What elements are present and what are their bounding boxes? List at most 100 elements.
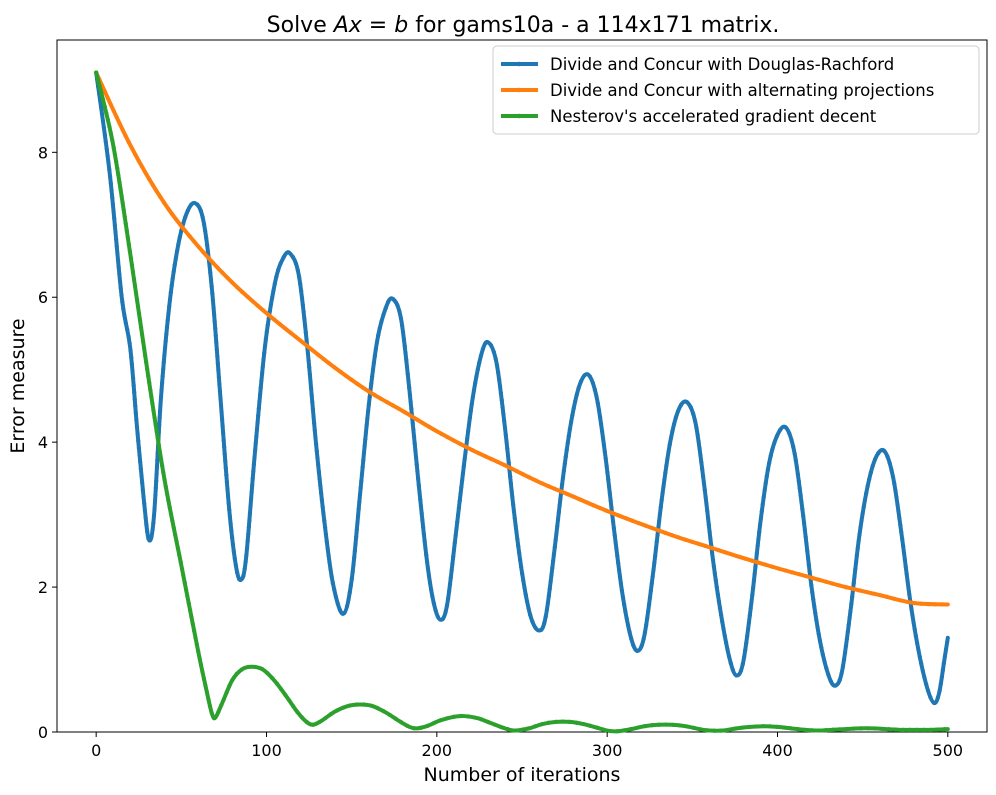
- series-marker: [341, 705, 346, 710]
- series-marker: [596, 408, 602, 413]
- series-marker: [524, 599, 530, 604]
- series-marker: [852, 574, 857, 579]
- series-marker: [150, 182, 155, 188]
- series-marker: [363, 437, 368, 442]
- series-marker: [730, 667, 735, 672]
- series-marker: [106, 160, 111, 165]
- series-marker: [133, 404, 138, 409]
- series-marker: [422, 539, 427, 544]
- series-marker: [841, 657, 847, 662]
- series-marker: [839, 671, 844, 676]
- series-marker: [200, 215, 205, 220]
- series-marker: [171, 525, 176, 530]
- series-marker: [165, 318, 170, 323]
- series-marker: [898, 523, 903, 528]
- series-marker: [745, 634, 750, 639]
- series-marker: [137, 318, 143, 323]
- series-marker: [772, 440, 777, 445]
- series-marker: [884, 594, 890, 600]
- series-marker: [657, 519, 662, 524]
- series-marker: [639, 643, 644, 648]
- series-marker: [846, 622, 851, 628]
- series-marker: [240, 290, 245, 295]
- series-marker: [118, 286, 123, 291]
- series-marker: [391, 297, 396, 302]
- series-marker: [108, 174, 113, 179]
- series-marker: [142, 501, 147, 506]
- series-marker: [939, 674, 945, 680]
- series-marker: [559, 489, 564, 494]
- series-marker: [941, 661, 946, 666]
- series-marker: [945, 640, 950, 645]
- series-marker: [314, 442, 319, 447]
- y-tick-label: 0: [38, 723, 48, 742]
- series-marker: [695, 432, 700, 437]
- series-marker: [263, 336, 268, 342]
- series-marker: [418, 504, 424, 509]
- series-marker: [381, 709, 386, 714]
- series-marker: [642, 724, 648, 729]
- series-marker: [335, 601, 340, 606]
- x-tick-label: 200: [422, 741, 453, 760]
- series-marker: [270, 295, 275, 300]
- series-marker: [616, 567, 622, 573]
- series-marker: [170, 276, 175, 281]
- series-marker: [182, 228, 188, 233]
- series-marker: [156, 443, 161, 448]
- series-marker: [942, 727, 947, 732]
- series-marker: [701, 481, 707, 486]
- series-marker: [410, 420, 415, 425]
- series-marker: [668, 435, 674, 441]
- series-marker: [848, 608, 853, 614]
- series-marker: [230, 280, 235, 285]
- series-marker: [171, 269, 176, 274]
- series-marker: [205, 249, 211, 254]
- series-marker: [617, 513, 622, 518]
- series-marker: [750, 592, 755, 597]
- series-marker: [722, 633, 727, 638]
- series-marker: [720, 619, 725, 625]
- series-marker: [809, 583, 814, 588]
- series-marker: [815, 625, 820, 630]
- series-marker: [606, 477, 611, 482]
- series-marker: [227, 514, 233, 520]
- series-marker: [550, 565, 555, 571]
- series-marker: [910, 613, 915, 618]
- series-marker: [266, 312, 271, 318]
- series-marker: [230, 535, 235, 540]
- series-marker: [212, 715, 218, 721]
- series-marker: [143, 170, 148, 176]
- series-marker: [717, 606, 723, 611]
- series-marker: [129, 146, 135, 151]
- series-marker: [551, 552, 557, 557]
- series-marker: [435, 614, 440, 619]
- series-marker: [616, 560, 621, 566]
- series-marker: [860, 511, 865, 516]
- series-marker: [147, 380, 152, 385]
- series-marker: [612, 533, 617, 538]
- series-marker: [322, 518, 327, 523]
- series-marker: [935, 727, 940, 732]
- series-marker: [187, 608, 193, 613]
- series-marker: [158, 395, 164, 400]
- series-marker: [556, 510, 561, 515]
- series-marker: [707, 529, 712, 534]
- series-marker: [227, 683, 232, 689]
- series-marker: [100, 97, 106, 102]
- series-marker: [664, 463, 669, 468]
- series-marker: [943, 647, 949, 652]
- series-marker: [212, 319, 217, 324]
- series-marker: [264, 329, 269, 335]
- series-marker: [259, 666, 264, 672]
- series-marker: [424, 552, 429, 558]
- series-marker: [303, 323, 308, 328]
- series-marker: [648, 588, 653, 593]
- series-marker: [370, 374, 375, 379]
- series-marker: [332, 587, 337, 593]
- series-marker: [515, 537, 520, 542]
- series-marker: [224, 472, 229, 478]
- series-marker: [187, 234, 192, 239]
- series-marker: [309, 386, 314, 391]
- series-marker: [133, 290, 139, 295]
- series-marker: [511, 502, 516, 507]
